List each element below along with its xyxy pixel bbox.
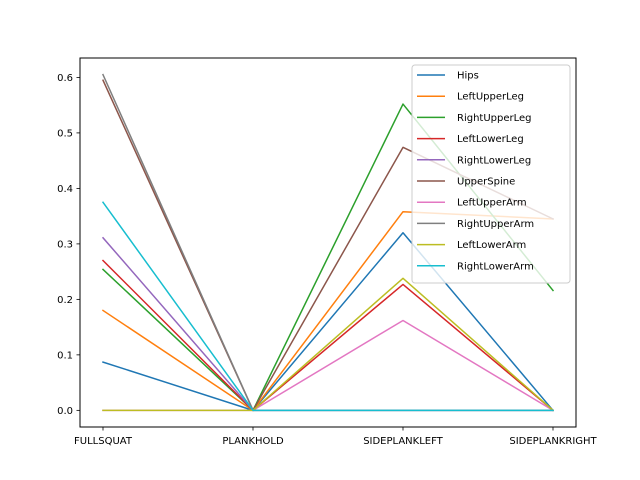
series-line-6 [102,319,555,412]
y-axis: 0.0 0.1 0.2 0.3 0.4 0.5 0.6 [57,73,80,417]
y-tick-label: 0.5 [57,128,73,139]
legend-label: LeftLowerLeg [457,134,524,145]
y-tick-label: 0.6 [57,73,73,84]
legend-label: LeftUpperArm [457,198,527,209]
legend-label: RightUpperArm [457,219,534,230]
series-line-9 [101,201,554,412]
plot-lines [101,73,555,412]
x-tick-label: SIDEPLANKLEFT [363,436,443,447]
legend-label: UpperSpine [457,177,515,188]
axes-frame [79,57,577,428]
legend: Hips LeftUpperLeg RightUpperLeg LeftLowerLe… [411,64,571,284]
series-line-0 [102,232,555,412]
x-tick-label: FULLSQUAT [74,436,133,447]
x-tick-label: PLANKHOLD [222,436,284,447]
legend-label: LeftUpperLeg [457,92,524,103]
x-axis: FULLSQUAT PLANKHOLD SIDEPLANKLEFT SIDEPLANK… [74,427,598,447]
y-tick-label: 0.4 [57,184,73,195]
y-tick-label: 0.0 [57,406,73,417]
legend-label: Hips [457,71,479,82]
x-tick-label: SIDEPLANKRIGHT [509,436,597,447]
y-tick-label: 0.2 [57,295,73,306]
legend-box [411,64,571,284]
series-line-3 [101,259,555,412]
legend-label: RightUpperLeg [457,113,532,124]
y-tick-label: 0.1 [57,350,73,361]
legend-label: LeftLowerArm [457,240,526,251]
y-tick-label: 0.3 [57,239,73,250]
series-line-8 [102,277,555,412]
legend-label: RightLowerArm [457,261,534,272]
legend-label: RightLowerLeg [457,155,531,166]
